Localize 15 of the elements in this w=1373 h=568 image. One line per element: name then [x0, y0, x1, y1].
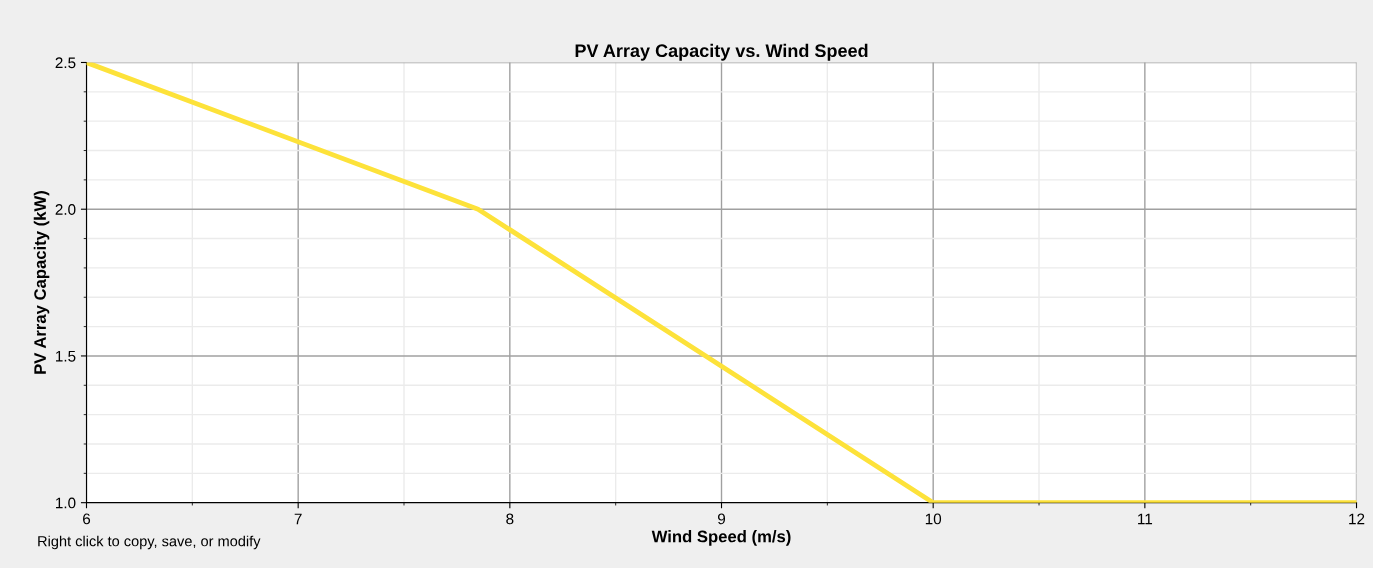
x-tick-label: 10 [925, 513, 942, 525]
y-tick-label: 2.0 [55, 204, 76, 215]
text: Right click to copy, save, or modify [38, 535, 261, 550]
y-tick-label: 1.0 [56, 497, 76, 509]
y-tick-label: 1.5 [56, 350, 76, 362]
x-tick-label: 8 [506, 513, 514, 525]
chart-title: PV Array Capacity vs. Wind Speed [575, 43, 868, 61]
x-tick-label: 11 [1138, 513, 1153, 525]
x-axis-title: Wind Speed (m/s) [651, 530, 791, 546]
x-tick-label: 7 [294, 513, 302, 525]
x-tick-label: 6 [83, 513, 91, 525]
x-tick-label: 12 [1349, 513, 1365, 525]
y-axis-title: PV Array Capacity (kW) [33, 191, 50, 374]
y-tick-label: 2.5 [55, 57, 76, 69]
x-tick-label: 9 [717, 513, 726, 525]
